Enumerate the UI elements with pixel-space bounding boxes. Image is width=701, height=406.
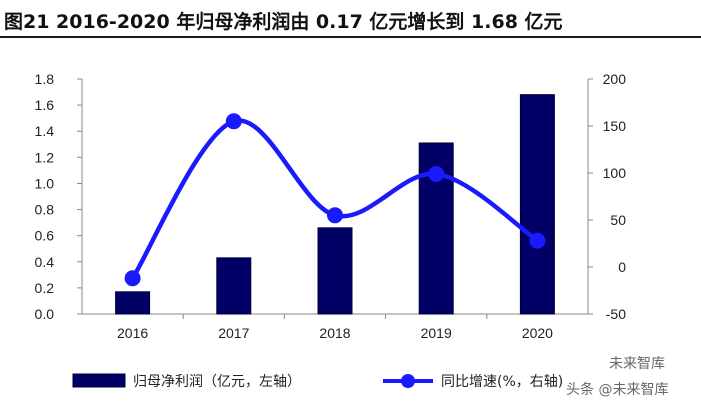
right-tick-label: 0 — [618, 259, 626, 275]
x-tick-label: 2019 — [421, 325, 452, 341]
growth-line — [130, 118, 540, 281]
left-tick-label: 1.4 — [35, 123, 55, 139]
left-tick-label: 1.0 — [35, 175, 55, 191]
right-tick-label: 50 — [610, 212, 626, 228]
left-tick-label: 0.4 — [35, 254, 55, 270]
left-tick-label: 0.8 — [35, 202, 55, 218]
bar-2016 — [115, 291, 151, 315]
left-tick-label: 1.2 — [35, 149, 55, 165]
growth-point-2017 — [225, 113, 242, 130]
watermark-top: 未来智库 — [609, 356, 665, 372]
x-tick-label: 2018 — [319, 325, 350, 341]
watermark-bottom: 头条 @未来智库 — [566, 381, 668, 398]
growth-point-2018 — [327, 207, 343, 224]
right-tick-label: 100 — [603, 165, 627, 181]
title-bar: 图21 2016-2020 年归母净利润由 0.17 亿元增长到 1.68 亿元 — [0, 0, 701, 38]
growth-point-2016 — [124, 270, 141, 287]
left-tick-label: 0.0 — [35, 306, 55, 322]
x-tick-label: 2017 — [218, 325, 249, 341]
right-tick-label: -50 — [606, 306, 626, 322]
x-tick-label: 2020 — [522, 325, 553, 341]
bar-2020 — [519, 94, 555, 315]
x-tick-label: 2016 — [117, 325, 148, 341]
bar-2018 — [317, 227, 353, 315]
legend-line-marker — [401, 374, 415, 388]
left-tick-label: 1.8 — [35, 71, 55, 87]
growth-point-2019 — [428, 165, 445, 182]
right-tick-label: 200 — [603, 71, 627, 87]
legend-bar-label: 归母净利润（亿元，左轴） — [133, 373, 301, 390]
left-tick-label: 0.2 — [35, 280, 55, 296]
legend-bar-swatch — [72, 373, 126, 388]
left-tick-label: 0.6 — [35, 228, 55, 244]
right-tick-label: 150 — [603, 118, 627, 134]
chart-title: 图21 2016-2020 年归母净利润由 0.17 亿元增长到 1.68 亿元 — [4, 11, 563, 33]
bar-2017 — [216, 257, 252, 315]
left-tick-label: 1.6 — [35, 97, 55, 113]
growth-point-2020 — [529, 232, 546, 249]
legend-line-label: 同比增速(%，右轴) — [441, 374, 563, 390]
